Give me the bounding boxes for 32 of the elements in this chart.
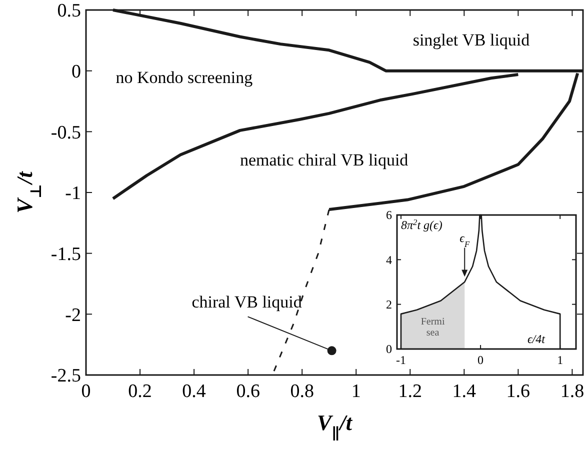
x-tick-label: 1.6: [506, 381, 530, 402]
x-axis-title: V$_{∥}$/t: [316, 410, 353, 442]
x-tick-label: 0.2: [128, 381, 152, 402]
y-tick-label: -2: [65, 304, 81, 326]
annotation: ϵ$_{F}$: [460, 230, 470, 248]
annotation: chiral VB liquid: [192, 292, 302, 312]
annotation: Fermi sea: [420, 316, 445, 338]
x-tick-label: 0: [478, 353, 484, 367]
x-tick-label: 1: [557, 353, 564, 367]
x-tick-label: 0.4: [182, 381, 206, 402]
y-tick-label: -1.5: [50, 244, 81, 265]
y-tick-label: 2: [386, 298, 392, 312]
annotation: singlet VB liquid: [412, 30, 530, 50]
x-tick-label: 1.8: [560, 381, 584, 402]
x-tick-label: 0.6: [236, 381, 260, 402]
y-tick-label: 0: [72, 61, 81, 82]
annotation: nematic chiral VB liquid: [240, 150, 409, 170]
y-tick-label: -0.5: [50, 122, 81, 144]
y-tick-label: 4: [386, 252, 392, 267]
x-axis-title: ϵ/4t: [527, 332, 546, 346]
y-tick-label: -1: [65, 183, 81, 204]
y-axis-title: 8π$^{2}$t g(ϵ): [401, 218, 442, 232]
y-tick-label: 0: [386, 342, 392, 356]
x-tick-label: 1.4: [452, 381, 477, 402]
x-tick-label: 0.8: [290, 381, 314, 402]
y-tick-label: -2.5: [50, 366, 81, 387]
y-tick-label: 6: [386, 208, 392, 222]
annotation: no Kondo screening: [116, 68, 254, 87]
x-tick-label: -1: [396, 353, 406, 367]
x-tick-label: 1: [351, 381, 361, 402]
y-tick-label: 0.5: [57, 0, 81, 22]
x-tick-label: 1.2: [398, 381, 422, 402]
